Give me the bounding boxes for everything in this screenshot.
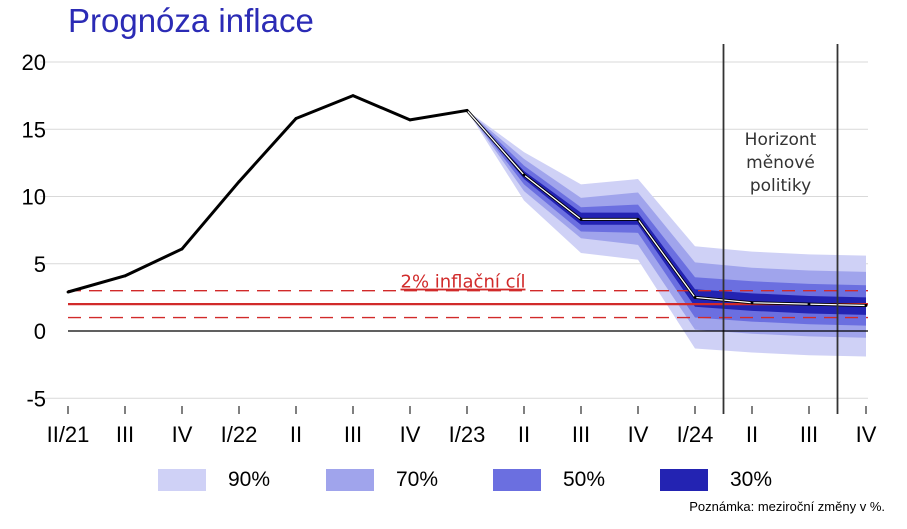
- legend-item-30: 30%: [660, 467, 772, 493]
- data-point: [180, 247, 184, 251]
- horizon-label-line: Horizont: [745, 130, 817, 150]
- legend-label-70: 70%: [396, 468, 439, 491]
- x-tick-label: II/21: [47, 422, 90, 447]
- legend-label-50: 50%: [563, 468, 606, 491]
- legend-swatch-70: [326, 469, 374, 491]
- data-point: [408, 118, 412, 122]
- chart-note: Poznámka: meziroční změny v %.: [689, 499, 885, 514]
- data-point: [522, 173, 526, 177]
- data-point: [123, 274, 127, 278]
- x-tick-label: II: [518, 422, 530, 447]
- x-tick-label: II: [290, 422, 302, 447]
- x-tick-label: I/23: [449, 422, 486, 447]
- policy-horizon-layer: Horizont měnové politiky: [722, 44, 839, 414]
- legend-label-30: 30%: [730, 468, 773, 491]
- data-point: [66, 290, 70, 294]
- data-point: [750, 301, 754, 305]
- legend-label-90: 90%: [228, 468, 271, 491]
- x-tick-label: II: [746, 422, 758, 447]
- data-point: [465, 109, 469, 112]
- x-tick-label: IV: [400, 422, 421, 447]
- x-tick-label: IV: [856, 422, 877, 447]
- y-tick-label: 10: [22, 185, 46, 210]
- legend-item-50: 50%: [493, 467, 605, 493]
- inflation-target-layer: 2% inflační cíl: [68, 272, 868, 319]
- y-tick-label: -5: [26, 386, 46, 411]
- y-tick-label: 20: [22, 50, 46, 75]
- legend-swatch-30: [660, 469, 708, 491]
- data-point: [636, 217, 640, 221]
- y-tick-label: 0: [34, 319, 46, 344]
- forecast-highlight-line: [466, 109, 867, 307]
- x-tick-label: IV: [628, 422, 649, 447]
- chart-title: Prognóza inflace: [68, 2, 314, 39]
- grid-layer: [40, 61, 868, 399]
- x-tick-label: IV: [172, 422, 193, 447]
- x-tick-label: I/22: [221, 422, 258, 447]
- x-tick-label: III: [572, 422, 590, 447]
- data-point: [351, 94, 355, 98]
- data-point: [864, 304, 868, 307]
- legend-item-90: 90%: [158, 467, 270, 493]
- x-tick-label: III: [116, 422, 134, 447]
- data-point: [579, 217, 583, 221]
- target-label: 2% inflační cíl: [401, 272, 526, 293]
- legend-swatch-90: [158, 469, 206, 491]
- x-tick-label: III: [344, 422, 362, 447]
- horizon-label-line: měnové: [746, 153, 815, 173]
- x-tick-label: III: [800, 422, 818, 447]
- data-point: [693, 295, 697, 299]
- data-point: [294, 117, 298, 120]
- y-tick-label: 5: [34, 252, 46, 277]
- legend-swatch-50: [493, 469, 541, 491]
- data-point: [807, 302, 811, 306]
- x-tick-label: I/24: [677, 422, 714, 447]
- data-point: [237, 180, 241, 184]
- horizon-label-line: politiky: [750, 176, 811, 196]
- inflation-line-layer: [66, 94, 868, 307]
- inflation-forecast-chart: 2% inflační cíl Horizont měnové politiky -…: [22, 44, 877, 447]
- band-70: [467, 110, 866, 338]
- y-tick-label: 15: [22, 117, 46, 142]
- legend-item-70: 70%: [326, 467, 438, 493]
